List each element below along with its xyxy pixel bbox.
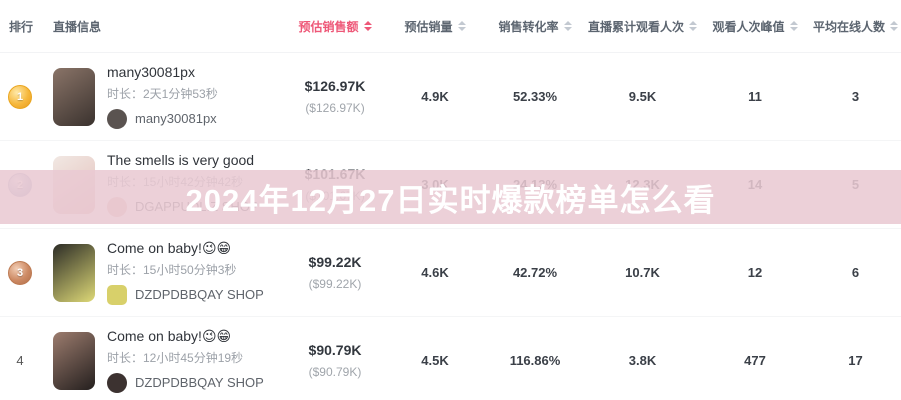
- peak-viewers: 477: [744, 353, 766, 368]
- shop-name[interactable]: many30081px: [135, 111, 217, 127]
- column-header[interactable]: 销售转化率: [485, 0, 585, 52]
- column-header-label: 平均在线人数: [812, 19, 885, 34]
- column-header[interactable]: 观看人次峰值: [700, 0, 810, 52]
- shop-name[interactable]: DZDPDBBQAY SHOP: [135, 375, 264, 391]
- column-header-label: 观看人次峰值: [712, 19, 785, 34]
- live-info-cell: Come on baby!😉😁 时长：12小时45分钟19秒 DZDPDBBQA…: [40, 317, 285, 400]
- column-header[interactable]: 直播累计观看人次: [585, 0, 700, 52]
- sort-icon[interactable]: [563, 21, 572, 31]
- sales-amount-secondary: ($99.22K): [308, 277, 362, 291]
- sales-amount-secondary: ($126.97K): [305, 101, 365, 115]
- sort-icon[interactable]: [689, 21, 697, 31]
- rank-medal: 3: [8, 260, 32, 285]
- live-thumbnail[interactable]: [53, 67, 95, 126]
- avg-online: 6: [851, 265, 860, 280]
- watermark-title: 2024年12月27日实时爆款榜单怎么看: [185, 182, 716, 218]
- column-header-label: 排行: [9, 19, 34, 34]
- shop-name[interactable]: DZDPDBBQAY SHOP: [135, 287, 264, 303]
- shop-avatar: [107, 284, 127, 305]
- rank-medal: 4: [16, 353, 24, 368]
- table-row: 1 many30081px 时长：2天1分钟53秒 many30081px $1…: [0, 53, 901, 140]
- shop-row[interactable]: DZDPDBBQAY SHOP: [107, 284, 264, 305]
- column-header-label: 销售转化率: [498, 19, 559, 34]
- live-duration: 时长：12小时45分钟19秒: [107, 350, 244, 365]
- sort-icon[interactable]: [457, 21, 466, 31]
- rank-cell: 4: [0, 317, 40, 400]
- live-title[interactable]: Come on baby!😉😁: [107, 240, 232, 257]
- sales-cell: $90.79K ($90.79K): [285, 317, 385, 400]
- shop-row[interactable]: DZDPDBBQAY SHOP: [107, 372, 264, 393]
- live-info-cell: many30081px 时长：2天1分钟53秒 many30081px: [40, 53, 285, 140]
- avg-online: 17: [848, 353, 863, 368]
- sort-icon[interactable]: [789, 21, 798, 31]
- live-title[interactable]: many30081px: [107, 64, 195, 81]
- table-header-row: 排行 直播信息 预估销售额 预估销量 销售转化率 直播累计观看人次 观看人次峰值…: [0, 0, 901, 53]
- live-title[interactable]: The smells is very good: [107, 152, 255, 169]
- rank-cell: 3: [0, 229, 40, 316]
- conversion-rate: 116.86%: [509, 353, 561, 368]
- table-body: 1 many30081px 时长：2天1分钟53秒 many30081px $1…: [0, 53, 901, 400]
- column-header[interactable]: 预估销售额: [285, 0, 385, 52]
- shop-row[interactable]: many30081px: [107, 108, 218, 129]
- sales-amount: $99.22K: [308, 254, 362, 270]
- sales-amount: $90.79K: [308, 342, 362, 358]
- watermark-title-band: 2024年12月27日实时爆款榜单怎么看: [0, 170, 901, 224]
- cumulative-views: 3.8K: [628, 353, 657, 368]
- column-header[interactable]: 预估销量: [385, 0, 485, 52]
- peak-viewers: 12: [747, 265, 763, 280]
- sales-amount: $126.97K: [304, 78, 366, 94]
- live-duration: 时长：2天1分钟53秒: [107, 86, 218, 101]
- live-thumbnail[interactable]: [53, 331, 95, 390]
- live-thumbnail[interactable]: [53, 243, 95, 302]
- live-title[interactable]: Come on baby!😉😁: [107, 328, 232, 345]
- column-header[interactable]: 排行: [0, 0, 40, 52]
- sales-cell: $126.97K ($126.97K): [285, 53, 385, 140]
- cumulative-views: 10.7K: [625, 265, 660, 280]
- sales-cell: $99.22K ($99.22K): [285, 229, 385, 316]
- sales-volume: 4.9K: [421, 89, 449, 104]
- shop-avatar: [107, 372, 127, 393]
- shop-avatar: [107, 108, 127, 129]
- rank-cell: 1: [0, 53, 40, 140]
- sales-volume: 4.5K: [421, 353, 449, 368]
- conversion-rate: 52.33%: [512, 89, 558, 104]
- sales-volume: 4.6K: [421, 265, 449, 280]
- column-header[interactable]: 直播信息: [40, 0, 285, 52]
- peak-viewers: 11: [748, 89, 762, 104]
- live-duration: 时长：15小时50分钟3秒: [107, 262, 237, 277]
- cumulative-views: 9.5K: [628, 89, 657, 104]
- avg-online: 3: [851, 89, 860, 104]
- column-header-label: 预估销售额: [298, 19, 359, 34]
- column-header[interactable]: 平均在线人数: [810, 0, 901, 52]
- column-header-label: 直播累计观看人次: [587, 19, 684, 34]
- sales-amount-secondary: ($90.79K): [308, 365, 362, 379]
- conversion-rate: 42.72%: [512, 265, 558, 280]
- live-info-cell: Come on baby!😉😁 时长：15小时50分钟3秒 DZDPDBBQAY…: [40, 229, 285, 316]
- column-header-label: 直播信息: [53, 19, 102, 34]
- column-header-label: 预估销量: [404, 19, 453, 34]
- sort-icon[interactable]: [363, 21, 372, 31]
- table-row: 4 Come on baby!😉😁 时长：12小时45分钟19秒 DZDPDBB…: [0, 316, 901, 400]
- rank-medal: 1: [8, 84, 32, 109]
- sort-icon[interactable]: [890, 21, 898, 31]
- table-row: 3 Come on baby!😉😁 时长：15小时50分钟3秒 DZDPDBBQ…: [0, 228, 901, 316]
